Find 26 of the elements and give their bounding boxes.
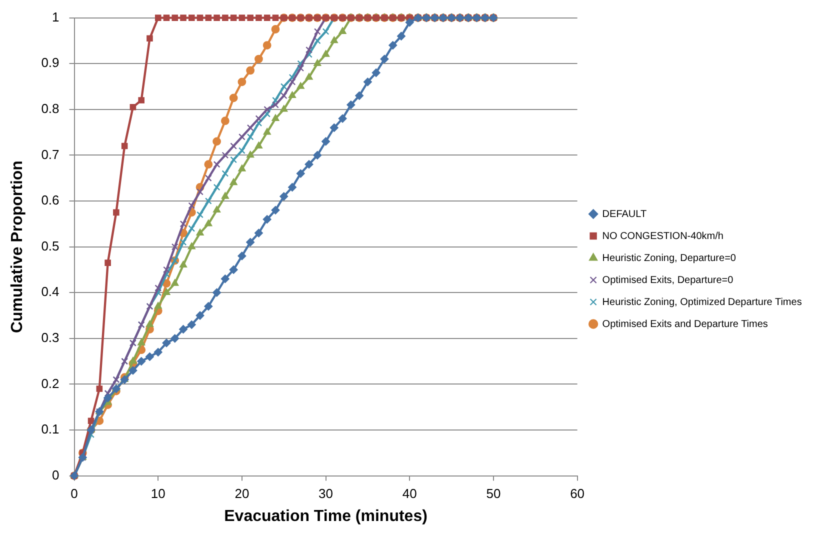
legend-label: Heuristic Zoning, Optimized Departure Times: [602, 296, 802, 308]
y-tick-label: 0.5: [41, 238, 60, 254]
x-axis-title: Evacuation Time (minutes): [224, 508, 428, 525]
y-tick-label: 0.2: [41, 376, 60, 391]
x-tick-label: 50: [486, 486, 501, 501]
x-tick-label: 0: [70, 486, 78, 501]
y-tick-label: 0.8: [41, 100, 60, 116]
x-tick-label: 60: [570, 486, 585, 501]
y-tick-label: 0.9: [41, 55, 60, 70]
legend-label: Optimised Exits and Departure Times: [602, 318, 768, 330]
legend-label: NO CONGESTION-40km/h: [602, 230, 724, 242]
x-tick-label: 20: [234, 486, 250, 501]
x-tick-label: 30: [318, 486, 334, 501]
y-tick-label: 1: [52, 9, 60, 24]
y-tick-label: 0.1: [41, 422, 60, 437]
y-tick-label: 0: [52, 467, 60, 482]
legend-label: Heuristic Zoning, Departure=0: [602, 252, 736, 264]
y-tick-label: 0.6: [41, 192, 60, 208]
x-tick-label: 40: [402, 486, 417, 501]
y-tick-label: 0.3: [41, 330, 60, 345]
legend-label: Optimised Exits, Departure=0: [602, 274, 734, 286]
y-axis-title: Cumulative Proportion: [9, 160, 26, 334]
legend-label: DEFAULT: [602, 208, 647, 220]
y-tick-label: 0.7: [41, 146, 60, 162]
x-tick-label: 10: [150, 486, 166, 501]
y-tick-label: 0.4: [41, 284, 60, 300]
